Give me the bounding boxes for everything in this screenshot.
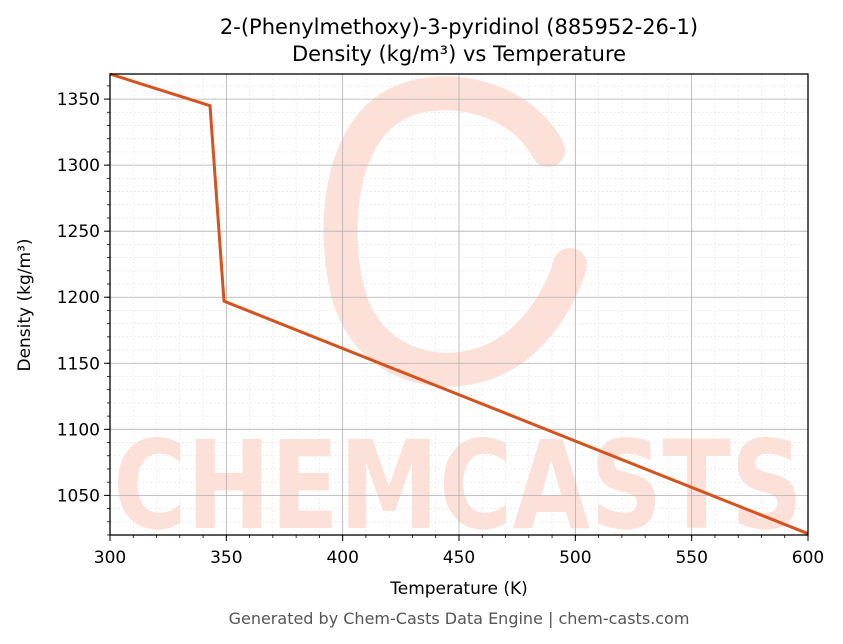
y-axis-label: Density (kg/m³) — [15, 238, 35, 371]
y-tick-label: 1050 — [57, 486, 100, 506]
chart-subtitle: Density (kg/m³) vs Temperature — [292, 42, 626, 66]
watermark-logo-arc — [323, 76, 587, 387]
x-tick-label: 600 — [792, 548, 824, 568]
watermark: CHEMCASTS — [113, 76, 803, 557]
x-axis-label: Temperature (K) — [389, 579, 528, 599]
major-grid — [109, 74, 809, 535]
y-tick-label: 1150 — [57, 354, 100, 374]
y-tick-label: 1100 — [57, 420, 100, 440]
x-tick-label: 400 — [326, 548, 358, 568]
axis-ticks — [104, 85, 809, 541]
x-tick-label: 300 — [94, 548, 126, 568]
y-tick-labels: 1050 1100 1150 1200 1250 1300 1350 — [57, 90, 100, 506]
x-tick-label: 500 — [559, 548, 591, 568]
x-tick-label: 450 — [443, 548, 475, 568]
footer-credit: Generated by Chem-Casts Data Engine | ch… — [229, 609, 690, 628]
y-tick-label: 1250 — [57, 222, 100, 242]
y-tick-label: 1200 — [57, 288, 100, 308]
chart-title: 2-(Phenylmethoxy)-3-pyridinol (885952-26… — [220, 15, 698, 39]
x-tick-labels: 300 350 400 450 500 550 600 — [94, 548, 824, 568]
density-series-line — [109, 72, 809, 536]
watermark-text: CHEMCASTS — [113, 415, 803, 557]
y-tick-label: 1300 — [57, 156, 100, 176]
y-tick-label: 1350 — [57, 90, 100, 110]
x-tick-label: 350 — [210, 548, 242, 568]
x-tick-label: 550 — [675, 548, 707, 568]
